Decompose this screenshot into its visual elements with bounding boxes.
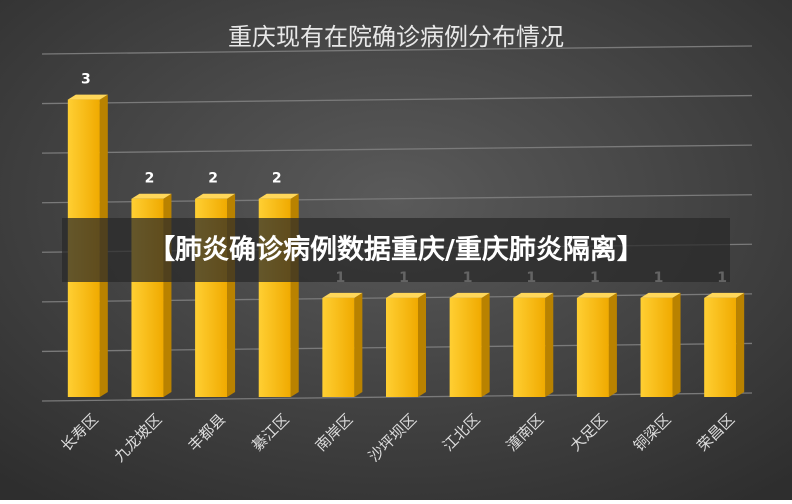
bar-top: [449, 292, 490, 298]
value-label: 2: [145, 171, 155, 187]
bar-top: [322, 292, 363, 298]
grid-line: [41, 144, 753, 154]
bar-group: [576, 292, 617, 397]
bar: [449, 297, 482, 397]
bar-top: [258, 193, 299, 199]
bar: [386, 297, 418, 397]
bar-top: [131, 193, 172, 199]
bar-top: [386, 292, 426, 298]
chart-title: 重庆现有在院确诊病例分布情况: [228, 23, 564, 51]
bar-side: [736, 292, 745, 397]
bar-group: [640, 292, 681, 397]
bar-side: [481, 292, 490, 397]
value-label: 2: [208, 171, 218, 187]
bar: [576, 297, 609, 397]
bar: [640, 297, 673, 397]
bar-group: [704, 292, 745, 397]
bar-top: [195, 193, 236, 199]
bar-group: [322, 292, 363, 397]
value-label: 2: [272, 171, 282, 187]
bar: [513, 297, 546, 397]
bar-top: [576, 292, 617, 298]
bar-side: [672, 292, 681, 397]
grid-line: [41, 94, 753, 105]
bar-group: [449, 292, 490, 397]
banner-text: 【肺炎确诊病例数据重庆/重庆肺炎隔离】: [148, 234, 644, 266]
bar-top: [513, 292, 554, 298]
banner-strip: [62, 218, 730, 282]
bar: [704, 297, 737, 397]
bar-top: [67, 94, 108, 100]
bar-top: [704, 292, 745, 298]
bar-top: [640, 292, 681, 298]
grid-line: [41, 45, 753, 55]
bar-side: [354, 292, 363, 397]
bar-side: [545, 292, 554, 397]
bar-side: [418, 292, 426, 397]
bar-side: [608, 292, 617, 397]
value-label: 3: [81, 72, 91, 88]
bar: [322, 297, 355, 397]
bar-group: [513, 292, 554, 397]
bar-group: [386, 292, 426, 397]
